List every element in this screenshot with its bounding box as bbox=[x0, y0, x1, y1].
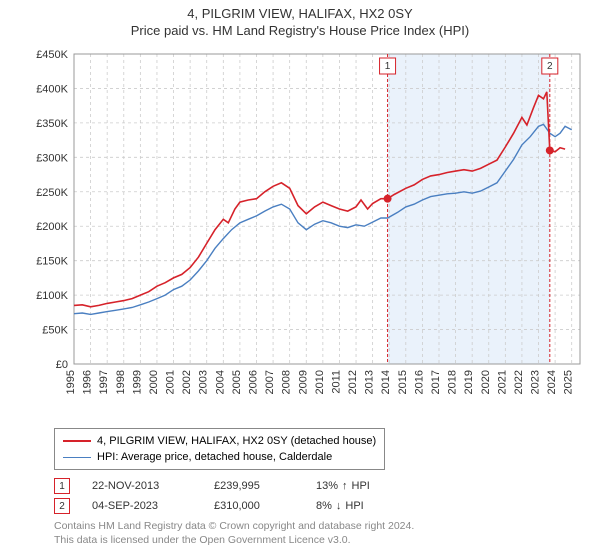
x-tick-label: 2010 bbox=[314, 370, 326, 394]
x-tick-label: 2009 bbox=[297, 370, 309, 394]
x-tick-label: 2017 bbox=[430, 370, 442, 394]
txn-row: 2 04-SEP-2023 £310,000 8% ↓HPI bbox=[54, 498, 554, 514]
x-tick-label: 2000 bbox=[148, 370, 160, 394]
x-tick-label: 1995 bbox=[65, 370, 77, 394]
txn-marker-badge: 2 bbox=[547, 61, 553, 72]
y-tick-label: £200K bbox=[36, 221, 68, 233]
line-chart-svg: £0 £50K £100K £150K £200K £250K £300K £350K £400… bbox=[30, 44, 590, 424]
title-address: 4, PILGRIM VIEW, HALIFAX, HX2 0SY bbox=[0, 6, 600, 21]
x-tick-label: 2021 bbox=[496, 370, 508, 394]
y-tick-label: £0 bbox=[56, 359, 68, 371]
x-tick-label: 2023 bbox=[530, 370, 542, 394]
x-tick-label: 1999 bbox=[131, 370, 143, 394]
chart-container: 4, PILGRIM VIEW, HALIFAX, HX2 0SY Price … bbox=[0, 0, 600, 547]
txn-price: £239,995 bbox=[214, 480, 294, 492]
y-tick-label: £250K bbox=[36, 187, 68, 199]
x-tick-label: 2020 bbox=[480, 370, 492, 394]
txn-marker-badge: 1 bbox=[385, 61, 391, 72]
txn-pct: 13% bbox=[316, 480, 338, 492]
x-tick-label: 2001 bbox=[165, 370, 177, 394]
legend-label: 4, PILGRIM VIEW, HALIFAX, HX2 0SY (detac… bbox=[97, 433, 376, 449]
x-tick-label: 2005 bbox=[231, 370, 243, 394]
x-tick-label: 2004 bbox=[214, 370, 226, 394]
legend-item: HPI: Average price, detached house, Cald… bbox=[63, 449, 376, 465]
txn-hpi: 8% ↓HPI bbox=[316, 500, 364, 512]
footer-line1: Contains HM Land Registry data © Crown c… bbox=[54, 520, 554, 534]
y-tick-label: £100K bbox=[36, 290, 68, 302]
x-tick-label: 2019 bbox=[463, 370, 475, 394]
x-tick-label: 2003 bbox=[198, 370, 210, 394]
x-tick-label: 2016 bbox=[413, 370, 425, 394]
x-tick-label: 2015 bbox=[397, 370, 409, 394]
x-tick-label: 2012 bbox=[347, 370, 359, 394]
transactions-table: 1 22-NOV-2013 £239,995 13% ↑ HPI 2 04-SEP-2023 £… bbox=[54, 478, 554, 514]
title-block: 4, PILGRIM VIEW, HALIFAX, HX2 0SY Price … bbox=[0, 0, 600, 40]
x-tick-label: 2018 bbox=[447, 370, 459, 394]
x-tick-label: 2011 bbox=[330, 370, 342, 394]
footer-attribution: Contains HM Land Registry data © Crown c… bbox=[54, 520, 554, 547]
y-tick-label: £50K bbox=[42, 325, 68, 337]
txn-date: 04-SEP-2023 bbox=[92, 500, 192, 512]
legend-box: 4, PILGRIM VIEW, HALIFAX, HX2 0SY (detac… bbox=[54, 428, 385, 470]
x-tick-label: 2002 bbox=[181, 370, 193, 394]
footer-line2: This data is licensed under the Open Gov… bbox=[54, 534, 554, 548]
txn-tag: HPI bbox=[352, 480, 370, 492]
y-tick-label: £450K bbox=[36, 49, 68, 61]
arrow-down-icon: ↓ bbox=[336, 500, 342, 512]
x-tick-label: 1996 bbox=[82, 370, 94, 394]
legend-swatch bbox=[63, 457, 91, 458]
x-tick-label: 2014 bbox=[380, 370, 392, 394]
y-tick-label: £300K bbox=[36, 152, 68, 164]
txn-row: 1 22-NOV-2013 £239,995 13% ↑ HPI bbox=[54, 478, 554, 494]
txn-pct: 8% bbox=[316, 500, 332, 512]
x-tick-label: 2024 bbox=[546, 370, 558, 394]
chart-area: £0 £50K £100K £150K £200K £250K £300K £350K £400… bbox=[30, 44, 590, 424]
legend-item: 4, PILGRIM VIEW, HALIFAX, HX2 0SY (detac… bbox=[63, 433, 376, 449]
legend-area: 4, PILGRIM VIEW, HALIFAX, HX2 0SY (detac… bbox=[54, 428, 554, 547]
x-tick-label: 2008 bbox=[281, 370, 293, 394]
title-subtitle: Price paid vs. HM Land Registry's House … bbox=[0, 23, 600, 38]
y-tick-label: £350K bbox=[36, 118, 68, 130]
x-tick-label: 1997 bbox=[98, 370, 110, 394]
legend-label: HPI: Average price, detached house, Cald… bbox=[97, 449, 332, 465]
y-tick-label: £150K bbox=[36, 256, 68, 268]
txn-marker: 2 bbox=[54, 498, 70, 514]
x-tick-label: 2013 bbox=[364, 370, 376, 394]
x-tick-label: 2025 bbox=[563, 370, 575, 394]
txn-date: 22-NOV-2013 bbox=[92, 480, 192, 492]
txn-marker: 1 bbox=[54, 478, 70, 494]
txn-price: £310,000 bbox=[214, 500, 294, 512]
x-tick-label: 2006 bbox=[247, 370, 259, 394]
txn-tag: HPI bbox=[345, 500, 363, 512]
x-tick-label: 2022 bbox=[513, 370, 525, 394]
txn-hpi: 13% ↑ HPI bbox=[316, 480, 370, 492]
x-tick-label: 1998 bbox=[115, 370, 127, 394]
legend-swatch bbox=[63, 440, 91, 442]
x-tick-label: 2007 bbox=[264, 370, 276, 394]
arrow-up-icon: ↑ bbox=[342, 480, 348, 492]
y-tick-label: £400K bbox=[36, 83, 68, 95]
